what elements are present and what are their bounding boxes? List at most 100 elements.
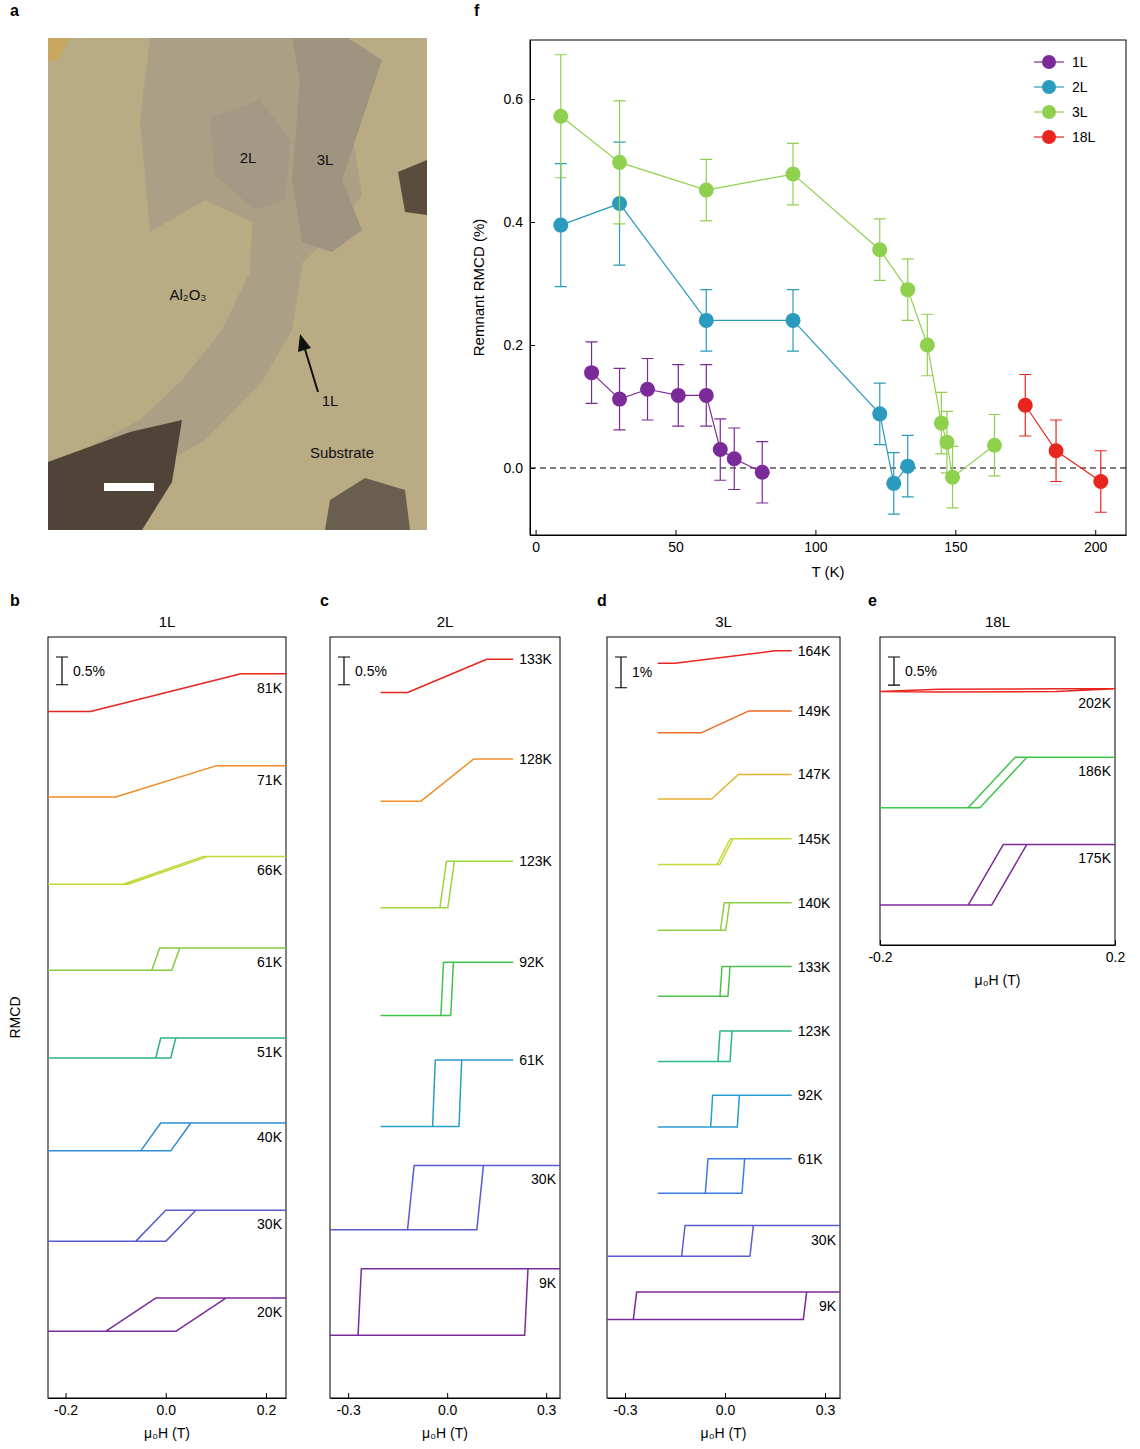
tick-label: 0: [532, 539, 540, 555]
image-label: 3L: [317, 151, 334, 168]
data-point: [934, 416, 949, 431]
tick-label: 0.3: [537, 1402, 557, 1418]
plot-frame: [607, 637, 840, 1398]
curve-label: 123K: [798, 1023, 831, 1039]
tick-label: -0.3: [613, 1402, 637, 1418]
tick-label: 0.0: [438, 1402, 458, 1418]
tick-mark: [676, 530, 677, 535]
x-axis-title: μ₀H (T): [975, 972, 1021, 988]
panel-letter: a: [10, 2, 19, 19]
legend: 1L2L3L18L: [1034, 54, 1096, 145]
scale-bar: [888, 657, 900, 685]
x-axis: 0 50 100 150 200: [531, 530, 1127, 555]
panel-title: 1L: [159, 613, 176, 630]
loop-curve: [658, 1031, 791, 1062]
tick-mark: [546, 1393, 547, 1398]
tick: 0.3: [816, 1393, 836, 1418]
curve-label: 9K: [819, 1298, 837, 1314]
panel-title: 2L: [437, 613, 454, 630]
data-point: [786, 313, 801, 328]
data-point: [900, 282, 915, 297]
curve-label: 61K: [798, 1151, 824, 1167]
loop-curve: [381, 759, 513, 801]
tick-mark: [1095, 530, 1096, 535]
x-axis: -0.2 0.2: [868, 940, 1125, 965]
loop-curve: [381, 659, 513, 692]
tick-label: 150: [944, 539, 968, 555]
loop-curve: [880, 844, 1115, 905]
panel-title: 18L: [985, 613, 1010, 630]
axis-line: [49, 1398, 287, 1399]
loop-curve: [658, 711, 791, 733]
tick: 100: [804, 530, 828, 555]
curve-label: 30K: [811, 1232, 837, 1248]
tick-label: 0.2: [504, 337, 524, 353]
curve-label: 40K: [257, 1129, 283, 1145]
tick-label: 50: [668, 539, 684, 555]
plot-marks: [530, 55, 1126, 514]
legend-item: 2L: [1034, 79, 1088, 95]
x-axis: -0.20.00.2: [49, 1393, 287, 1418]
loop-curve: [48, 1123, 286, 1151]
loop-curve: [381, 861, 513, 908]
loop-curve: [658, 1159, 791, 1193]
y-axis-title: Remnant RMCD (%): [470, 219, 487, 357]
x-axis-title: T (K): [811, 563, 844, 580]
tick-label: 0.0: [157, 1402, 177, 1418]
tick: 0.2: [257, 1393, 277, 1418]
curve-label: 71K: [257, 772, 283, 788]
data-point: [872, 242, 887, 257]
tick: 0: [532, 530, 540, 555]
plot-frame: [330, 637, 560, 1398]
plot-frame: [48, 637, 286, 1398]
legend-marker: [1042, 130, 1056, 144]
curve-label: 140K: [798, 895, 831, 911]
loops: [880, 689, 1115, 905]
tick-mark: [536, 530, 537, 535]
image-area: [48, 38, 427, 530]
tick-label: 0.2: [1106, 949, 1126, 965]
tick-mark: [530, 222, 535, 223]
tick-label: 0.6: [504, 91, 524, 107]
tick: -0.3: [337, 1393, 361, 1418]
legend-marker: [1042, 105, 1056, 119]
y-axis-title: RMCD: [7, 997, 23, 1039]
x-axis-title: μ₀H (T): [701, 1425, 747, 1441]
data-point: [612, 392, 627, 407]
data-point: [872, 406, 887, 421]
tick-label: -0.2: [868, 949, 892, 965]
tick-label: 200: [1084, 539, 1108, 555]
axis-line: [531, 535, 1127, 536]
scale-bar-label: 0.5%: [355, 663, 387, 679]
image-label: 2L: [240, 149, 257, 166]
scale-bar-label: 1%: [632, 664, 652, 680]
loop-curve: [48, 1298, 286, 1331]
curve-label: 186K: [1078, 763, 1111, 779]
tick-label: 0.3: [816, 1402, 836, 1418]
data-point: [786, 167, 801, 182]
tick-mark: [530, 99, 535, 100]
panel-letter: c: [320, 592, 329, 609]
data-point: [886, 476, 901, 491]
panel-letter: f: [474, 2, 480, 19]
data-point: [699, 313, 714, 328]
scale-bar: [338, 657, 350, 685]
data-point: [920, 337, 935, 352]
series-line: [592, 373, 763, 473]
legend-label: 18L: [1072, 129, 1096, 145]
axis-line: [331, 1398, 561, 1399]
data-point: [727, 451, 742, 466]
loop-curve: [330, 1269, 560, 1336]
flake-2l: [210, 100, 290, 210]
curve-label: 30K: [531, 1171, 557, 1187]
data-point: [987, 438, 1002, 453]
loop-curve: [381, 1060, 513, 1127]
arrow-line: [304, 346, 318, 392]
tick: 0.0: [438, 1393, 458, 1418]
curve-label: 175K: [1078, 850, 1111, 866]
data-point: [900, 459, 915, 474]
curve-label: 51K: [257, 1044, 283, 1060]
loop-curve: [330, 1165, 560, 1229]
scale-bar: [615, 657, 627, 688]
curve-label: 92K: [798, 1087, 824, 1103]
